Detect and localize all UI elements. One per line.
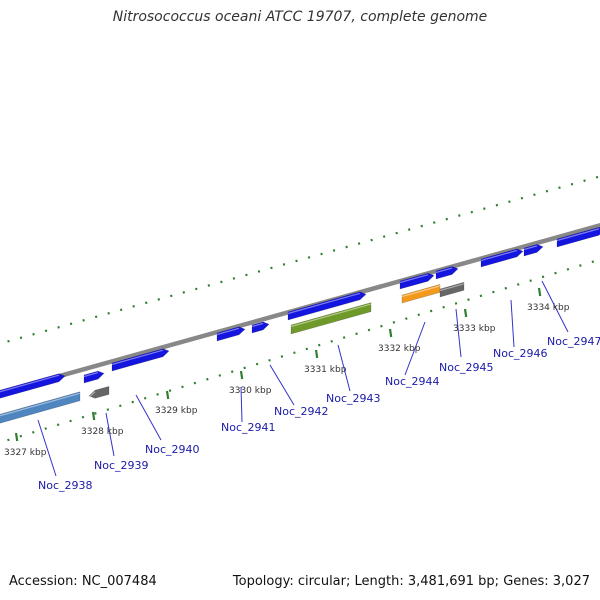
leader-line bbox=[135, 394, 162, 441]
topology-text: Topology: circular bbox=[232, 574, 346, 589]
scale-tick-mark bbox=[14, 432, 19, 442]
gene-noc-2944[interactable] bbox=[399, 272, 435, 290]
scale-tick-mark bbox=[388, 328, 393, 338]
gene-noc-2938[interactable] bbox=[0, 373, 66, 401]
gene-label-noc-2946[interactable]: Noc_2946 bbox=[493, 347, 548, 360]
gene-label-noc-2943[interactable]: Noc_2943 bbox=[326, 392, 381, 405]
label-leader-lines bbox=[37, 280, 569, 477]
leader-line bbox=[240, 386, 243, 423]
gene-noc-2939[interactable] bbox=[83, 370, 105, 384]
gene-features[interactable] bbox=[0, 226, 600, 426]
scale-tick-mark bbox=[463, 308, 468, 318]
gene-label-noc-2942[interactable]: Noc_2942 bbox=[274, 405, 329, 418]
leader-line bbox=[105, 412, 115, 457]
genome-stats: Topology: circularLength: 3,481,691 bpGe… bbox=[233, 574, 590, 589]
leader-line bbox=[510, 299, 515, 348]
gene-label-noc-2945[interactable]: Noc_2945 bbox=[439, 361, 494, 374]
scale-tick-mark bbox=[537, 287, 542, 297]
leader-line bbox=[269, 364, 295, 406]
cds-noc-2939[interactable] bbox=[88, 386, 110, 399]
cds-noc-2945[interactable] bbox=[439, 281, 465, 298]
leader-line bbox=[404, 321, 426, 376]
scale-tick-mark bbox=[91, 411, 96, 421]
cds-noc-2938[interactable] bbox=[0, 391, 81, 426]
scale-tick-label: 3334 kbp bbox=[527, 303, 570, 313]
gene-noc-2947[interactable] bbox=[556, 226, 600, 248]
gene-noc-2946[interactable] bbox=[480, 248, 524, 268]
gene-label-noc-2939[interactable]: Noc_2939 bbox=[94, 459, 149, 472]
tick-row-upper bbox=[0, 175, 600, 345]
gene-noc-2946b[interactable] bbox=[523, 244, 544, 257]
gene-noc-2942[interactable] bbox=[251, 321, 270, 334]
gene-noc-2943[interactable] bbox=[287, 291, 367, 321]
accession-text: Accession: NC_007484 bbox=[9, 574, 157, 589]
scale-tick-mark bbox=[239, 370, 244, 380]
gene-label-noc-2947[interactable]: Noc_2947 bbox=[547, 335, 600, 348]
gene-label-noc-2941[interactable]: Noc_2941 bbox=[221, 421, 276, 434]
gene-label-noc-2938[interactable]: Noc_2938 bbox=[38, 479, 93, 492]
length-text: Length: 3,481,691 bp bbox=[346, 574, 495, 589]
cds-noc-2944[interactable] bbox=[401, 284, 441, 304]
scale-tick-label: 3333 kbp bbox=[453, 324, 496, 334]
scale-tick-label: 3332 kbp bbox=[378, 344, 421, 354]
gene-label-noc-2944[interactable]: Noc_2944 bbox=[385, 375, 440, 388]
scale-tick-mark bbox=[165, 390, 170, 400]
gene-noc-2941[interactable] bbox=[216, 326, 246, 342]
leader-line bbox=[541, 280, 569, 333]
gene-noc-2940[interactable] bbox=[111, 348, 170, 372]
scale-tick-label: 3327 kbp bbox=[4, 448, 47, 458]
scale-tick-label: 3331 kbp bbox=[304, 365, 347, 375]
scale-tick-label: 3330 kbp bbox=[229, 386, 272, 396]
scale-tick-label: 3328 kbp bbox=[81, 427, 124, 437]
tick-rows bbox=[0, 175, 600, 444]
genome-title: Nitrosococcus oceani ATCC 19707, complet… bbox=[112, 9, 488, 25]
leader-line bbox=[337, 344, 351, 392]
leader-line bbox=[455, 308, 462, 358]
gene-noc-2945[interactable] bbox=[435, 266, 459, 280]
gene-label-noc-2940[interactable]: Noc_2940 bbox=[145, 443, 200, 456]
genes-count-text: Genes: 3,027 bbox=[495, 574, 590, 589]
leader-line bbox=[37, 419, 57, 477]
cds-noc-2943[interactable] bbox=[290, 302, 372, 335]
scale-ticks: 3327 kbp 3328 kbp 3329 kbp 3330 kbp 3331 kbp… bbox=[4, 287, 570, 458]
scale-tick-label: 3329 kbp bbox=[155, 406, 198, 416]
scale-tick-mark bbox=[314, 349, 319, 359]
